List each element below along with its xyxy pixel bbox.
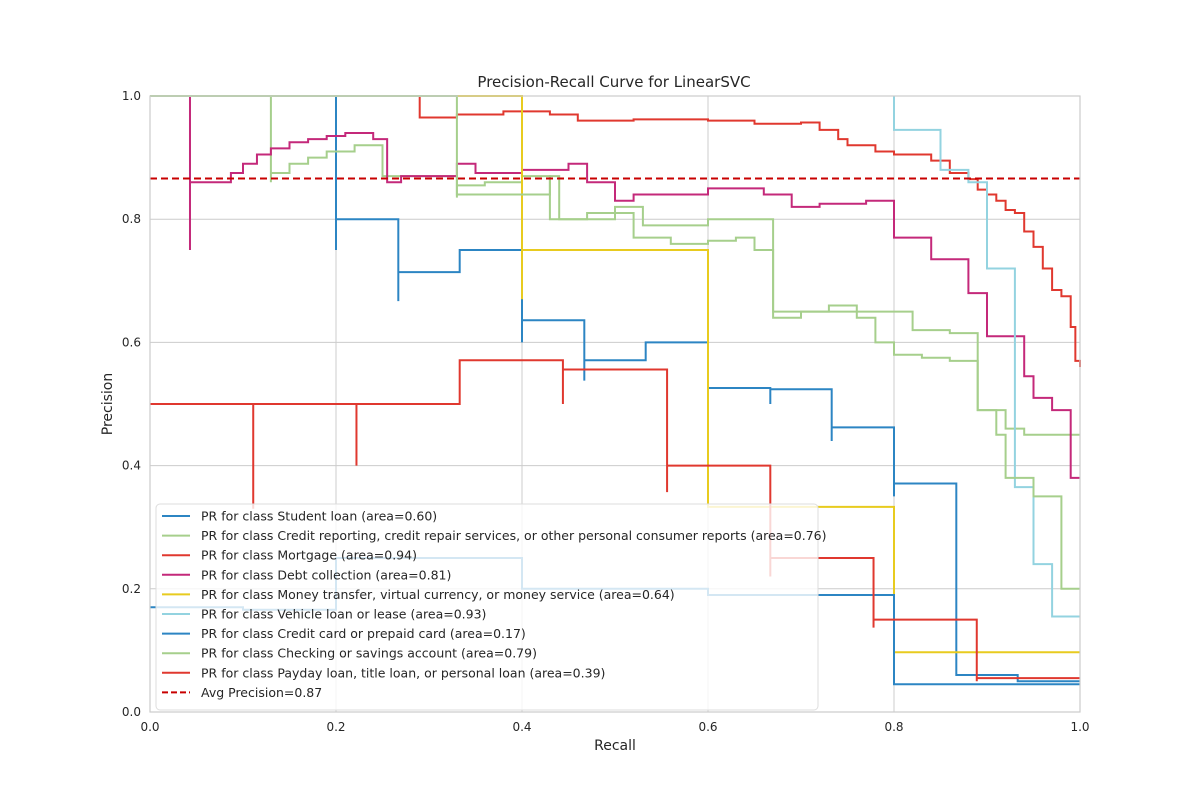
y-tick-label: 0.4 xyxy=(122,459,141,473)
legend-entry-label: PR for class Student loan (area=0.60) xyxy=(201,509,437,524)
y-tick-label: 0.8 xyxy=(122,212,141,226)
series-line-5 xyxy=(893,96,1080,618)
series-line-7 xyxy=(150,95,1080,590)
y-tick-label: 1.0 xyxy=(122,89,141,103)
x-tick-label: 0.8 xyxy=(884,720,903,734)
legend-entry-label: Avg Precision=0.87 xyxy=(201,685,322,700)
series-line-1 xyxy=(150,95,1080,436)
legend: PR for class Student loan (area=0.60) PR … xyxy=(155,503,827,711)
x-tick-label: 0.4 xyxy=(512,720,531,734)
series-line-0 xyxy=(150,95,1080,683)
y-tick-label: 0.2 xyxy=(122,582,141,596)
series-line-3 xyxy=(188,96,1080,479)
legend-entry-label: PR for class Payday loan, title loan, or… xyxy=(201,665,605,680)
tick-labels: 0.0 0.2 0.4 0.6 0.8 1.0 0.0 0.2 0.4 0.6 0.8 1.0 xyxy=(122,89,1090,734)
y-tick-label: 0.6 xyxy=(122,335,141,349)
legend-entry-label: PR for class Mortgage (area=0.94) xyxy=(201,548,417,563)
x-tick-label: 0.6 xyxy=(698,720,717,734)
legend-box xyxy=(155,503,819,711)
legend-entry-label: PR for class Debt collection (area=0.81) xyxy=(201,567,451,582)
legend-entry-label: PR for class Credit reporting, credit re… xyxy=(201,528,827,543)
x-tick-label: 1.0 xyxy=(1070,720,1089,734)
series-line-8 xyxy=(150,359,1080,682)
legend-entry-label: PR for class Credit card or prepaid card… xyxy=(201,626,526,641)
plot-frame xyxy=(149,95,1081,713)
x-axis-label: Recall xyxy=(594,738,636,754)
chart-title: Precision-Recall Curve for LinearSVC xyxy=(477,73,750,91)
x-tick-label: 0.2 xyxy=(326,720,345,734)
x-tick-label: 0.0 xyxy=(140,720,159,734)
legend-entry-label: PR for class Vehicle loan or lease (area… xyxy=(201,607,486,622)
y-axis-label: Precision xyxy=(100,373,116,435)
legend-entry-label: PR for class Checking or savings account… xyxy=(201,646,537,661)
legend-entry-label: PR for class Money transfer, virtual cur… xyxy=(201,587,675,602)
y-tick-label: 0.0 xyxy=(122,705,141,719)
